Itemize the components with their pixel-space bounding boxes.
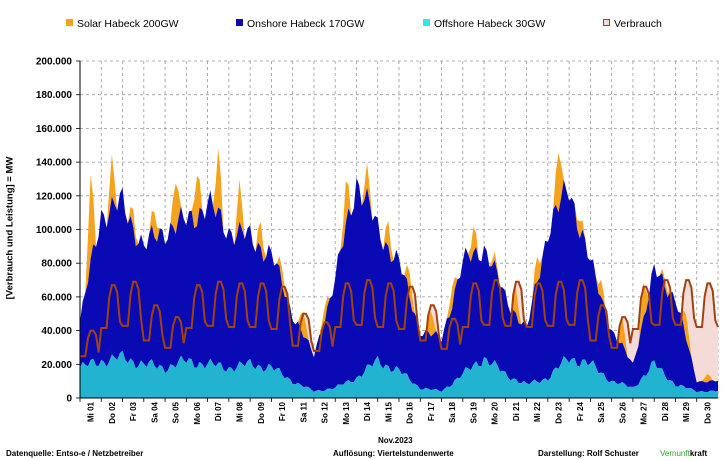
x-tick-label: So 19 [469, 401, 478, 423]
x-tick-label: Sa 04 [150, 401, 159, 422]
legend-onshore: Onshore Habeck 170GW [236, 18, 364, 30]
x-tick-label: Mi 01 [87, 401, 96, 422]
y-tick-label: 20.000 [41, 360, 72, 371]
x-tick-label: Mo 06 [193, 401, 202, 424]
legend-verbrauch: Verbrauch [603, 18, 662, 30]
x-tick-label: Do 09 [257, 401, 266, 423]
x-tick-label: Mi 22 [533, 401, 542, 422]
y-axis-ticks: 0 20.000 40.000 60.000 80.000 100.000 120.000 1… [36, 57, 80, 405]
x-tick-label: Mo 27 [640, 401, 649, 424]
legend-solar-swatch [66, 19, 73, 26]
offshore-area [80, 350, 718, 398]
footer-brand-black: kraft [689, 449, 708, 458]
x-tick-label: So 05 [172, 401, 181, 423]
legend-onshore-swatch [236, 19, 243, 26]
x-tick-label: Di 28 [661, 401, 670, 421]
x-axis-label: Nov.2023 [378, 436, 413, 445]
footer-author: Darstellung: Rolf Schuster [538, 449, 639, 458]
legend-offshore: Offshore Habeck 30GW [423, 18, 545, 30]
x-tick-label: Sa 25 [597, 401, 606, 422]
x-tick-label: Di 07 [214, 401, 223, 421]
consumption-line [80, 279, 719, 358]
x-tick-label: Sa 11 [299, 401, 308, 422]
y-tick-label: 140.000 [36, 158, 73, 169]
footer-source: Datenquelle: Entso-e / Netzbetreiber [6, 449, 144, 458]
x-tick-label: Mi 15 [384, 401, 393, 422]
y-tick-label: 120.000 [36, 191, 73, 202]
x-tick-label: Do 30 [703, 401, 712, 423]
y-tick-label: 60.000 [41, 292, 72, 303]
y-tick-label: 40.000 [41, 326, 72, 337]
footer-brand: Vernunftkraft [660, 449, 707, 458]
x-tick-label: Sa 18 [448, 401, 457, 422]
x-tick-label: Fr 10 [278, 401, 287, 421]
x-tick-label: Do 23 [555, 401, 564, 423]
legend-offshore-label: Offshore Habeck 30GW [434, 18, 546, 30]
x-tick-label: Di 21 [512, 401, 521, 421]
x-tick-label: So 26 [618, 401, 627, 423]
legend-verbrauch-swatch [603, 19, 610, 26]
x-tick-label: Mi 08 [236, 401, 245, 422]
x-axis-ticks: Mi 01 Do 02 Fr 03 Sa 04 So 05 Mo 06 Di 07 Mi 08… [79, 398, 712, 425]
legend-verbrauch-label: Verbrauch [614, 18, 662, 30]
verbrauch-line [80, 279, 719, 358]
onshore-area [80, 177, 718, 393]
legend-solar: Solar Habeck 200GW [66, 18, 179, 30]
x-tick-label: Di 14 [363, 401, 372, 421]
x-tick-label: Mi 29 [682, 401, 691, 422]
legend-solar-label: Solar Habeck 200GW [77, 18, 179, 30]
footer-resolution: Auflösung: Viertelstundenwerte [333, 449, 454, 458]
legend-onshore-label: Onshore Habeck 170GW [247, 18, 365, 30]
x-tick-label: Fr 17 [427, 401, 436, 421]
generation-areas [80, 148, 718, 398]
x-tick-label: Do 16 [406, 401, 415, 423]
y-tick-label: 0 [66, 394, 72, 405]
legend-offshore-swatch [423, 19, 430, 26]
y-tick-label: 180.000 [36, 90, 73, 101]
y-tick-label: 100.000 [36, 225, 73, 236]
x-tick-label: Mo 13 [342, 401, 351, 424]
y-tick-label: 80.000 [41, 259, 72, 270]
solar-area [80, 148, 718, 383]
x-tick-label: Mo 20 [491, 401, 500, 424]
x-tick-label: So 12 [321, 401, 330, 423]
y-tick-label: 200.000 [36, 57, 73, 68]
footer-brand-green: Vernunft [660, 449, 690, 458]
x-tick-label: Fr 24 [576, 401, 585, 421]
x-tick-label: Do 02 [108, 401, 117, 423]
y-axis-label: [Verbrauch und Leistung] = MW [4, 156, 16, 300]
x-tick-label: Fr 03 [129, 401, 138, 421]
y-tick-label: 160.000 [36, 124, 73, 135]
